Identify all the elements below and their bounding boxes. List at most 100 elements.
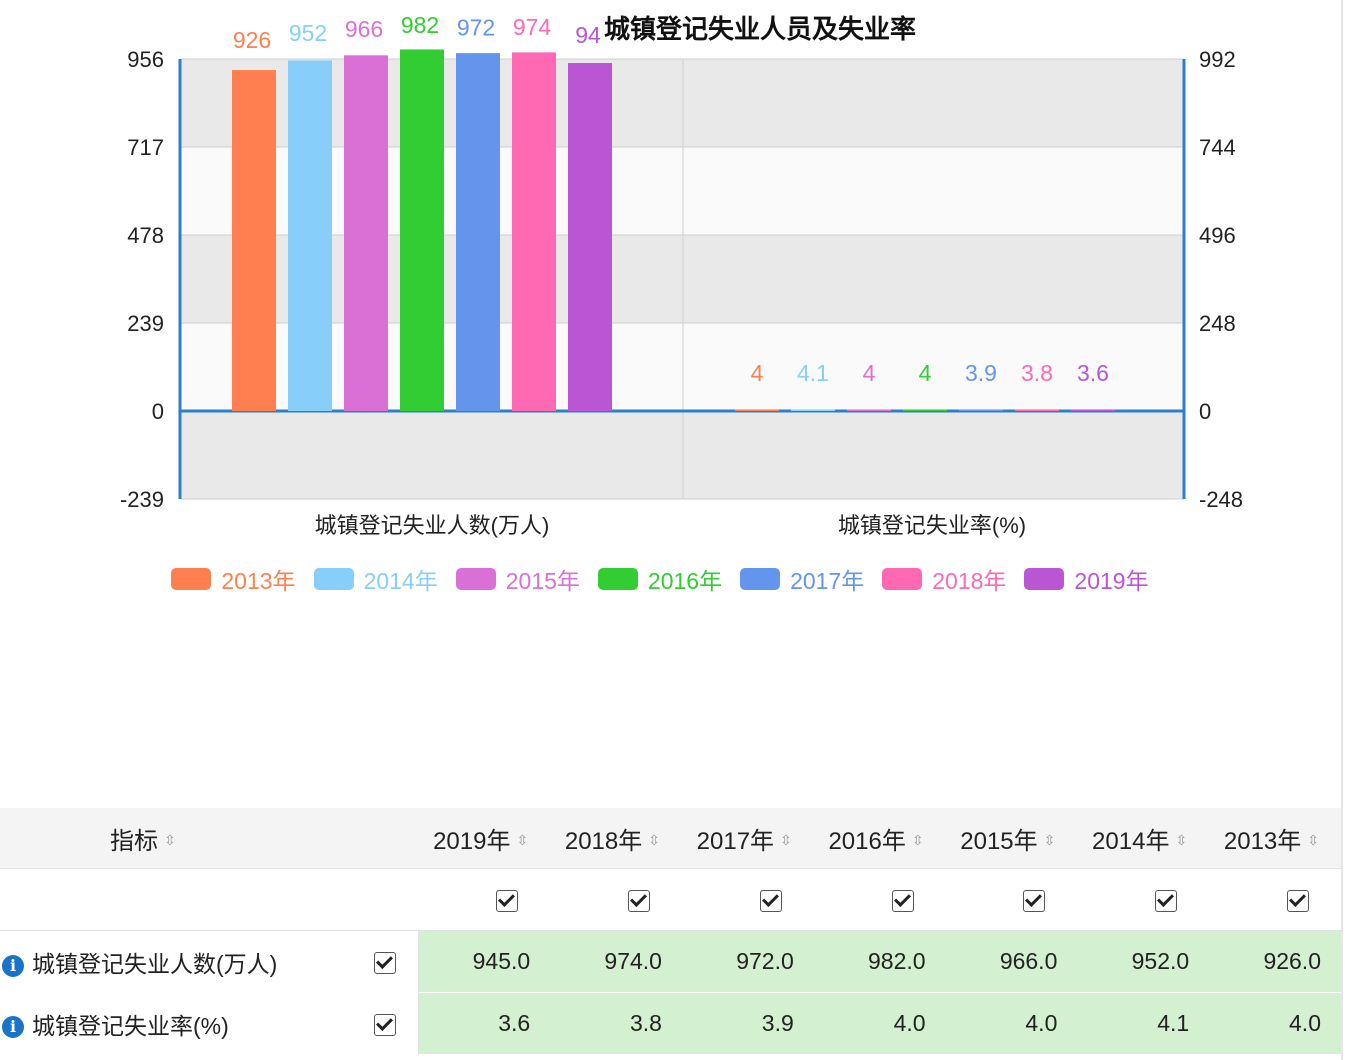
left-tick-label: -239	[120, 487, 164, 512]
data-label-count: 982	[401, 12, 439, 38]
left-tick-label: 956	[127, 47, 164, 72]
right-tick-label: 496	[1199, 223, 1236, 248]
indicator-name: 城镇登记失业人数(万人)	[32, 950, 278, 977]
sort-icon[interactable]: ⇳	[1307, 831, 1319, 848]
table-cell-value: 4.0	[945, 992, 1078, 1055]
table-cell-value: 952.0	[1077, 930, 1210, 993]
bar-unemployed-count	[456, 53, 500, 411]
legend-label: 2014年	[363, 568, 438, 594]
legend-swatch	[1024, 568, 1065, 590]
left-tick-label: 0	[152, 399, 164, 424]
info-icon[interactable]: i	[2, 954, 24, 977]
table-cell-value: 3.6	[418, 992, 551, 1055]
sort-icon[interactable]: ⇳	[516, 831, 529, 848]
column-checkbox[interactable]	[1155, 889, 1178, 912]
legend-label: 2018年	[932, 568, 1007, 594]
legend-item[interactable]: 2016年	[597, 562, 722, 596]
table-row: i 城镇登记失业人数(万人) 945.0 974.0 972.0 982.0 966.0 95…	[0, 930, 1341, 993]
chart-svg: 956 717 478 239 0 -239 992 744 496 248 0 -248 城镇登记失业…	[120, 12, 1243, 538]
bar-unemployment-rate	[1015, 409, 1059, 411]
legend-item[interactable]: 2017年	[740, 562, 864, 596]
bar-unemployment-rate	[847, 409, 891, 411]
bar-unemployment-rate	[791, 409, 835, 411]
year-header-label: 2017年	[696, 827, 775, 855]
column-select-row	[0, 868, 1341, 931]
year-column-header[interactable]: 2014年 ⇳	[1077, 808, 1210, 869]
data-label-count: 94	[575, 22, 601, 48]
data-label-rate: 4	[863, 360, 876, 386]
table-cell-value: 3.9	[681, 992, 814, 1055]
data-label-rate: 4	[919, 360, 932, 386]
sort-icon[interactable]: ⇳	[1043, 831, 1056, 848]
bar-unemployed-count	[400, 49, 444, 411]
year-header-label: 2013年	[1223, 827, 1302, 855]
data-label-count: 926	[233, 27, 271, 53]
legend-item[interactable]: 2013年	[171, 562, 296, 596]
table-cell-value: 4.0	[1209, 992, 1341, 1055]
grid-band	[180, 411, 1184, 499]
bar-unemployment-rate	[735, 409, 779, 411]
legend-swatch	[740, 568, 781, 590]
data-label-count: 974	[513, 14, 552, 40]
table-row: i 城镇登记失业率(%) 3.6 3.8 3.9 4.0 4.0 4.1 4.0	[0, 992, 1341, 1055]
left-tick-label: 239	[127, 311, 164, 336]
table-cell-value: 4.0	[813, 992, 946, 1055]
row-checkbox[interactable]	[373, 952, 396, 975]
info-icon[interactable]: i	[2, 1016, 24, 1039]
year-column-header[interactable]: 2015年 ⇳	[945, 808, 1078, 869]
bar-unemployment-rate	[1071, 409, 1115, 411]
right-tick-label: 248	[1199, 311, 1236, 336]
category-label: 城镇登记失业率(%)	[838, 513, 1026, 538]
bar-unemployed-count	[512, 52, 556, 412]
year-column-header[interactable]: 2016年 ⇳	[813, 808, 946, 869]
year-header-label: 2014年	[1092, 827, 1170, 855]
legend-swatch	[882, 568, 923, 590]
table-cell-value: 945.0	[418, 930, 551, 993]
panel-border	[1341, 0, 1343, 1060]
legend-item[interactable]: 2019年	[1024, 562, 1149, 596]
legend-label: 2017年	[790, 568, 865, 594]
data-label-rate: 3.6	[1077, 360, 1109, 386]
table-header-row: 指标 ⇳ 2019年 ⇳ 2018年 ⇳ 2017年 ⇳ 2016年 ⇳ 2015年 ⇳ 2014年 ⇳…	[0, 808, 1341, 869]
row-checkbox[interactable]	[373, 1013, 396, 1036]
column-checkbox[interactable]	[759, 889, 782, 912]
column-checkbox[interactable]	[496, 889, 519, 912]
column-checkbox[interactable]	[1287, 889, 1309, 912]
legend-label: 2013年	[221, 568, 296, 594]
table-cell-value: 4.1	[1077, 992, 1210, 1055]
legend-label: 2019年	[1074, 568, 1149, 594]
table-cell-value: 982.0	[813, 930, 946, 993]
bar-unemployed-count	[568, 63, 612, 412]
bar-unemployed-count	[288, 60, 332, 411]
column-checkbox[interactable]	[1023, 889, 1046, 912]
year-column-header[interactable]: 2013年 ⇳	[1209, 808, 1341, 869]
legend-item[interactable]: 2015年	[455, 562, 580, 596]
legend-item[interactable]: 2014年	[313, 562, 438, 596]
left-tick-label: 717	[127, 135, 164, 160]
column-checkbox[interactable]	[627, 889, 650, 912]
year-column-header[interactable]: 2017年 ⇳	[681, 808, 814, 869]
sort-icon[interactable]: ⇳	[648, 831, 660, 848]
sort-icon[interactable]: ⇳	[1175, 831, 1188, 848]
legend-label: 2015年	[505, 568, 580, 594]
year-header-label: 2016年	[828, 827, 906, 855]
sort-icon[interactable]: ⇳	[780, 831, 792, 848]
sort-icon[interactable]: ⇳	[164, 831, 176, 848]
data-label-count: 972	[457, 15, 495, 41]
data-label-count: 952	[289, 20, 327, 46]
sort-icon[interactable]: ⇳	[911, 831, 924, 848]
year-column-header[interactable]: 2018年 ⇳	[550, 808, 682, 869]
bar-unemployment-rate	[903, 409, 947, 411]
right-tick-label: 744	[1199, 135, 1236, 160]
legend-item[interactable]: 2018年	[882, 562, 1006, 596]
bar-unemployed-count	[232, 70, 276, 412]
column-checkbox[interactable]	[891, 889, 914, 912]
indicator-header[interactable]: 指标 ⇳	[0, 808, 419, 869]
table-cell-value: 966.0	[945, 930, 1078, 993]
bar-unemployed-count	[344, 55, 388, 411]
data-label-count: 966	[345, 16, 383, 42]
year-header-label: 2015年	[960, 827, 1038, 855]
chart-legend: 2013年 2014年 2015年 2016年 2017年 2018年 2019年	[0, 562, 1320, 596]
year-column-header[interactable]: 2019年 ⇳	[418, 808, 551, 869]
left-tick-label: 478	[127, 223, 164, 248]
